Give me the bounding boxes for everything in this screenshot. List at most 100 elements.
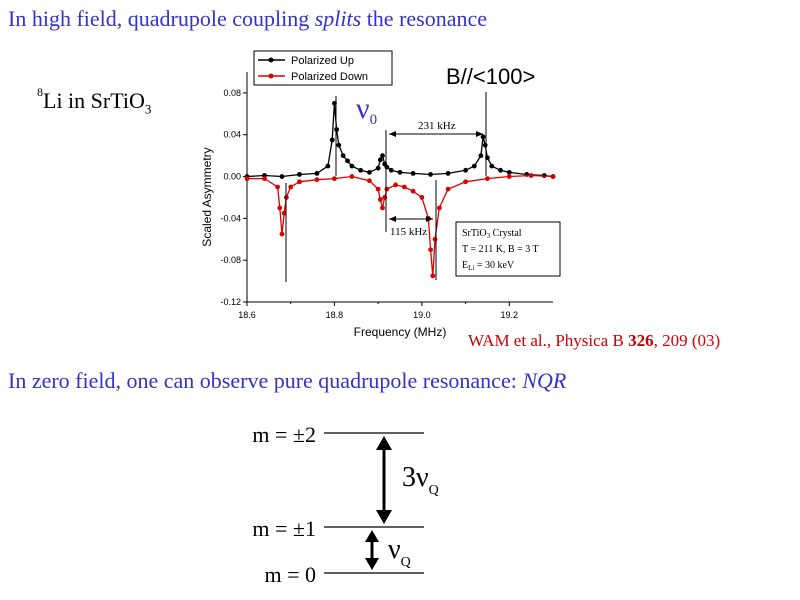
conditions-box bbox=[455, 221, 561, 277]
data-point bbox=[428, 247, 433, 253]
data-point bbox=[275, 184, 280, 190]
y-tick-label: 0.00 bbox=[223, 172, 241, 182]
chart-legend bbox=[253, 50, 393, 86]
arrowhead-right bbox=[476, 131, 483, 137]
data-point bbox=[336, 142, 342, 148]
box-line-1: SrTiO3 Crystal bbox=[462, 228, 522, 240]
legend-label-down: Polarized Down bbox=[291, 71, 368, 83]
transition-3nuq-label: 3νQ bbox=[402, 462, 439, 498]
x-axis-label: Frequency (MHz) bbox=[354, 325, 447, 339]
data-point bbox=[279, 231, 285, 237]
data-point bbox=[393, 182, 399, 188]
data-point bbox=[445, 171, 451, 176]
data-point bbox=[506, 174, 512, 179]
arrowhead-left bbox=[389, 131, 396, 137]
data-point bbox=[349, 174, 355, 179]
data-point bbox=[397, 169, 403, 175]
x-tick-label: 19.0 bbox=[413, 310, 431, 320]
transition-nuq-label: νQ bbox=[388, 534, 411, 570]
slide-heading-bottom: In zero field, one can observe pure quad… bbox=[8, 368, 567, 393]
data-point bbox=[332, 176, 337, 182]
data-point bbox=[436, 205, 442, 211]
chart-axes: 18.6 18.8 19.0 19.2 -0.12 -0.08 -0.04 0.00 0.04 0… bbox=[220, 72, 553, 320]
data-point bbox=[367, 178, 372, 184]
data-point bbox=[428, 172, 433, 177]
data-point bbox=[325, 163, 331, 169]
citation: WAM et al., Physica B 326, 209 (03) bbox=[468, 331, 721, 350]
data-point bbox=[384, 186, 390, 192]
data-point bbox=[445, 186, 451, 192]
data-point bbox=[432, 236, 438, 242]
data-point bbox=[288, 184, 294, 190]
data-point bbox=[471, 163, 477, 169]
x-tick-label: 18.8 bbox=[326, 310, 344, 320]
data-point bbox=[314, 171, 320, 176]
data-point bbox=[478, 153, 484, 159]
x-tick-label: 19.2 bbox=[501, 310, 519, 320]
nu0-label: ν0 bbox=[356, 92, 377, 128]
data-point bbox=[375, 165, 381, 171]
data-point bbox=[419, 195, 425, 200]
chart-series bbox=[244, 100, 556, 279]
data-point bbox=[550, 174, 556, 179]
data-point bbox=[314, 177, 320, 183]
legend-label-up: Polarized Up bbox=[291, 55, 354, 67]
arrowhead-up bbox=[365, 530, 379, 542]
x-tick-label: 18.6 bbox=[238, 310, 256, 320]
data-point bbox=[340, 153, 346, 159]
arrowhead-down bbox=[376, 510, 392, 524]
data-point bbox=[463, 167, 468, 173]
data-point bbox=[377, 197, 383, 202]
data-point bbox=[375, 186, 381, 192]
slide-heading-top: In high field, quadrupole coupling split… bbox=[8, 6, 488, 31]
data-point bbox=[430, 273, 436, 279]
data-point bbox=[377, 157, 383, 163]
data-point bbox=[334, 127, 340, 132]
sample-label: 8Li in SrTiO3 bbox=[37, 85, 152, 117]
data-point bbox=[277, 205, 283, 211]
data-point bbox=[482, 142, 488, 148]
arrowhead-up bbox=[376, 436, 392, 450]
data-point bbox=[485, 176, 490, 182]
data-point bbox=[401, 184, 407, 190]
data-point bbox=[463, 179, 468, 185]
level-m2-label: m = ±2 bbox=[252, 422, 316, 447]
data-point bbox=[345, 158, 350, 164]
box-line-2: T = 211 K, B = 3 T bbox=[462, 244, 539, 255]
data-point bbox=[281, 210, 287, 216]
data-point bbox=[380, 205, 385, 211]
data-point bbox=[380, 153, 385, 159]
data-point bbox=[329, 137, 335, 143]
level-m1-label: m = ±1 bbox=[252, 516, 316, 541]
data-point bbox=[410, 188, 416, 194]
data-point bbox=[384, 164, 390, 170]
data-point bbox=[410, 171, 416, 176]
y-tick-label: 0.04 bbox=[223, 130, 241, 140]
data-point bbox=[244, 176, 250, 182]
split-231-label: 231 kHz bbox=[418, 120, 456, 132]
data-point bbox=[480, 134, 486, 140]
data-point bbox=[506, 169, 512, 175]
arrowhead-right bbox=[426, 216, 433, 222]
energy-level-diagram bbox=[324, 432, 424, 574]
data-point bbox=[358, 167, 364, 173]
data-point bbox=[297, 172, 302, 177]
data-point bbox=[528, 173, 534, 178]
y-tick-label: -0.12 bbox=[220, 297, 241, 307]
split-115-label: 115 kHz bbox=[390, 226, 427, 238]
data-point bbox=[262, 176, 267, 182]
data-point bbox=[367, 169, 372, 175]
y-axis-label: Scaled Asymmetry bbox=[200, 147, 214, 246]
y-tick-label: 0.08 bbox=[223, 88, 241, 98]
y-tick-label: -0.04 bbox=[220, 213, 241, 223]
level-m0-label: m = 0 bbox=[264, 562, 316, 587]
data-point bbox=[297, 179, 302, 185]
arrowhead-down bbox=[365, 558, 379, 570]
series-line-polarized-up bbox=[246, 103, 554, 178]
data-point bbox=[489, 163, 495, 169]
data-point bbox=[498, 167, 503, 173]
field-direction-label: B//<100> bbox=[446, 64, 535, 89]
arrowhead-left bbox=[389, 216, 396, 222]
data-point bbox=[388, 167, 394, 173]
